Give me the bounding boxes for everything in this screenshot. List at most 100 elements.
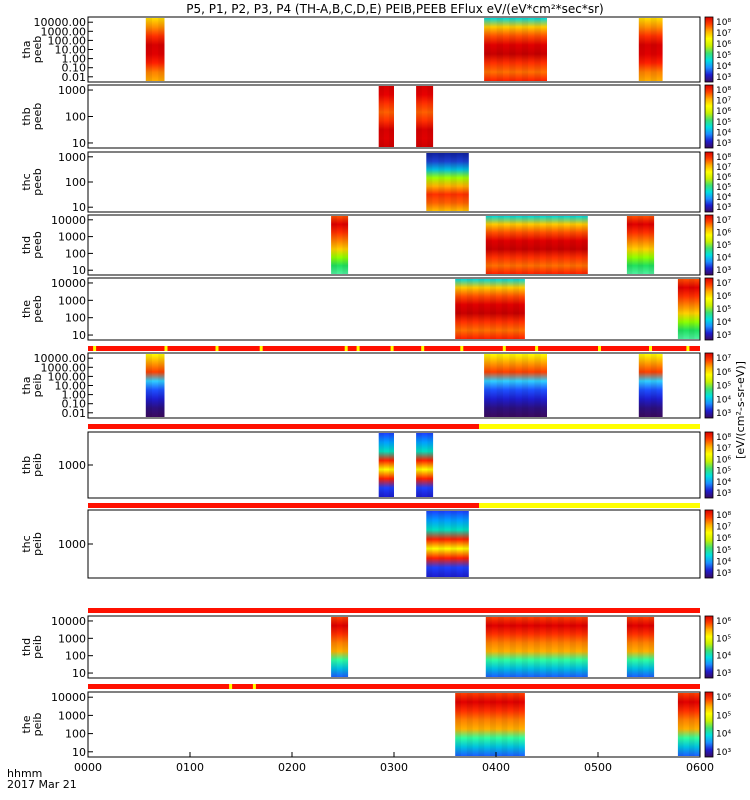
y-tick-label: 1000 <box>58 294 86 307</box>
spectrogram-block <box>378 433 394 497</box>
x-tick-label: 0200 <box>278 761 306 774</box>
mode-bar-mark <box>229 684 233 689</box>
block-texture <box>478 693 485 756</box>
colorbar-tick-label: 10⁸ <box>716 511 731 521</box>
block-texture <box>534 18 541 81</box>
colorbar-tick-label: 10³ <box>716 748 731 758</box>
y-tick-label: 1000 <box>58 709 86 722</box>
mode-bar-mark <box>390 346 394 351</box>
y-tick-label: 100 <box>65 312 86 325</box>
block-texture <box>545 617 552 677</box>
colorbar-tick-label: 10⁶ <box>716 368 731 378</box>
y-tick-label: 1000 <box>58 151 86 164</box>
panel-ylabel-instrument: peeb <box>31 231 44 259</box>
y-tick-label: 100 <box>65 728 86 741</box>
colorbar-tick-label: 10⁶ <box>716 534 731 544</box>
colorbar-tick-label: 10³ <box>716 73 731 83</box>
colorbar-tick-label: 10³ <box>716 203 731 213</box>
colorbar-tick-label: 10⁶ <box>716 693 731 703</box>
block-texture <box>648 216 655 274</box>
spectrogram-block <box>426 153 469 211</box>
panel-frame <box>87 214 701 276</box>
mode-bar-mark <box>502 346 506 351</box>
spectrogram-block <box>331 617 349 677</box>
y-tick-label: 10000.00 <box>34 352 87 365</box>
block-texture <box>534 354 541 417</box>
block-texture <box>438 153 445 211</box>
colorbar-tick-label: 10⁸ <box>716 153 731 163</box>
block-texture <box>521 354 529 417</box>
block-texture <box>331 617 337 677</box>
block-texture <box>484 354 491 417</box>
colorbar <box>704 352 714 419</box>
block-texture <box>462 511 469 577</box>
colorbar <box>704 615 714 679</box>
spectrogram-block <box>638 354 663 417</box>
block-texture <box>626 216 633 274</box>
colorbar-tick-label: 10⁵ <box>716 711 731 721</box>
mode-bar-mark <box>215 346 219 351</box>
panels-group: 10000.001000.00100.0010.001.000.100.01th… <box>20 16 731 759</box>
spectrogram-block <box>455 279 525 339</box>
figure-title: P5, P1, P2, P3, P4 (TH-A,B,C,D,E) PEIB,P… <box>186 2 603 16</box>
block-texture <box>521 18 529 81</box>
spectrogram-block <box>626 216 655 274</box>
panel-ylabel-probe: tha <box>20 376 33 394</box>
spectrogram-block <box>677 693 700 756</box>
block-texture <box>533 617 540 677</box>
y-tick-label: 1000 <box>58 632 86 645</box>
block-texture <box>677 279 684 339</box>
y-tick-label: 10 <box>72 329 86 342</box>
mode-bar-mark <box>460 346 464 351</box>
colorbar-tick-label: 10⁷ <box>716 97 731 107</box>
colorbar-tick-label: 10⁴ <box>716 478 731 488</box>
colorbar-tick-label: 10⁶ <box>716 617 731 627</box>
colorbar-tick-label: 10³ <box>716 139 731 149</box>
colorbar-tick-label: 10⁵ <box>716 546 731 556</box>
panel-frame <box>87 509 701 579</box>
colorbar <box>704 691 714 758</box>
block-texture <box>490 279 496 339</box>
block-texture <box>484 18 491 81</box>
block-texture <box>509 216 516 274</box>
block-texture <box>557 216 564 274</box>
y-tick-label: 1000 <box>58 538 86 551</box>
spectrogram-block <box>331 216 349 274</box>
block-texture <box>638 18 645 81</box>
spectrogram-block <box>638 18 663 81</box>
y-tick-label: 10 <box>72 746 86 759</box>
spectrogram-block <box>455 693 525 756</box>
mode-bar-segment <box>88 608 700 613</box>
mode-bar-mark <box>356 346 360 351</box>
colorbar <box>704 509 714 579</box>
mode-bar-mark <box>686 346 690 351</box>
block-texture <box>145 18 153 81</box>
colorbar-tick-label: 10⁴ <box>716 557 731 567</box>
colorbar-tick-label: 10⁵ <box>716 118 731 128</box>
y-tick-label: 10.00 <box>55 44 87 57</box>
block-texture <box>438 511 445 577</box>
colorbar-tick-label: 10⁸ <box>716 433 731 443</box>
colorbar-tick-label: 10³ <box>716 569 731 579</box>
mode-bar-mark <box>421 346 425 351</box>
y-tick-label: 10.00 <box>55 380 87 393</box>
mode-bar <box>88 608 700 613</box>
block-texture <box>388 86 394 147</box>
block-texture <box>637 216 644 274</box>
block-texture <box>485 617 492 677</box>
colorbar-tick-label: 10⁷ <box>716 523 731 533</box>
block-texture <box>426 511 433 577</box>
block-texture <box>638 354 645 417</box>
block-texture <box>688 693 695 756</box>
y-tick-label: 10 <box>72 264 86 277</box>
mode-bar-mark <box>598 346 601 351</box>
block-texture <box>650 354 657 417</box>
block-texture <box>145 354 153 417</box>
mode-bar <box>88 684 700 689</box>
y-tick-label: 1000.00 <box>41 25 87 38</box>
panel-ylabel-probe: thc <box>20 173 33 190</box>
mode-bar <box>88 346 700 351</box>
